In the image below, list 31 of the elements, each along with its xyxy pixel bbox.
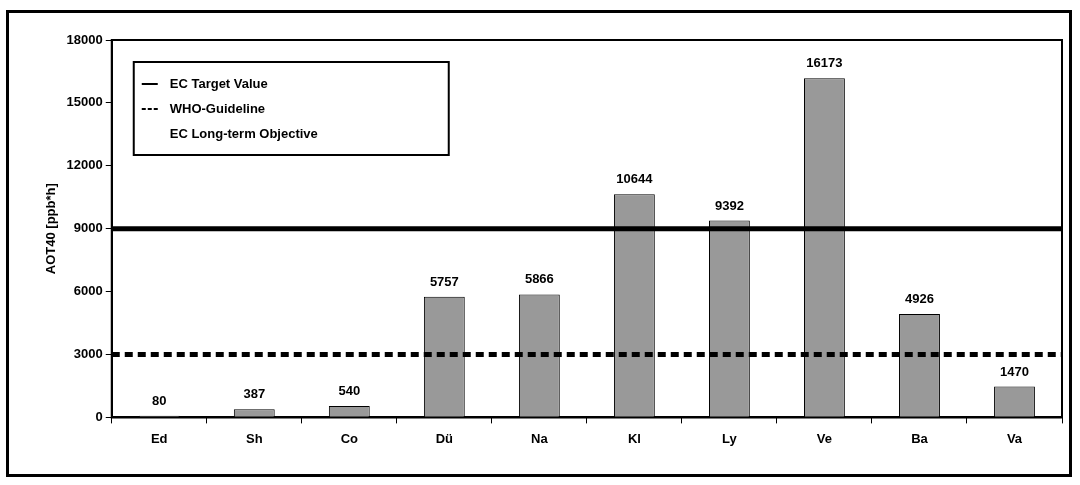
data-label: 10644 xyxy=(616,171,654,187)
x-tick-label: Na xyxy=(531,430,549,446)
x-tick-label: Ve xyxy=(816,430,833,446)
y-tick-label: 0 xyxy=(95,408,103,424)
legend-label: WHO-Guideline xyxy=(169,100,266,116)
annotation: EC Long-term Objective xyxy=(169,125,318,141)
data-label: 5866 xyxy=(524,271,554,287)
x-tick-label: Co xyxy=(340,430,359,446)
y-tick-label: 9000 xyxy=(73,220,103,236)
x-tick-label: Ba xyxy=(911,430,929,446)
data-label: 4926 xyxy=(905,291,934,307)
y-axis-title: AOT40 [ppb*h] xyxy=(43,183,59,275)
y-tick-label: 6000 xyxy=(73,283,103,299)
y-tick-label: 3000 xyxy=(73,346,103,362)
x-tick-label: Kl xyxy=(627,430,641,446)
data-label: 5757 xyxy=(429,273,459,289)
data-label: 80 xyxy=(152,392,167,408)
x-tick-label: Va xyxy=(1006,430,1023,446)
data-label: 16173 xyxy=(806,55,843,71)
x-tick-label: Dü xyxy=(435,430,454,446)
data-label: 9392 xyxy=(714,197,744,213)
y-tick-label: 18000 xyxy=(66,31,103,47)
data-label: 540 xyxy=(338,383,361,399)
y-tick-label: 12000 xyxy=(66,157,103,173)
x-tick-label: Sh xyxy=(245,430,263,446)
x-tick-label: Ed xyxy=(150,430,168,446)
legend-label: EC Target Value xyxy=(169,75,268,91)
data-label: 1470 xyxy=(1000,363,1029,379)
data-label: 387 xyxy=(243,386,266,402)
y-tick-label: 15000 xyxy=(66,94,103,110)
x-tick-label: Ly xyxy=(722,430,738,446)
